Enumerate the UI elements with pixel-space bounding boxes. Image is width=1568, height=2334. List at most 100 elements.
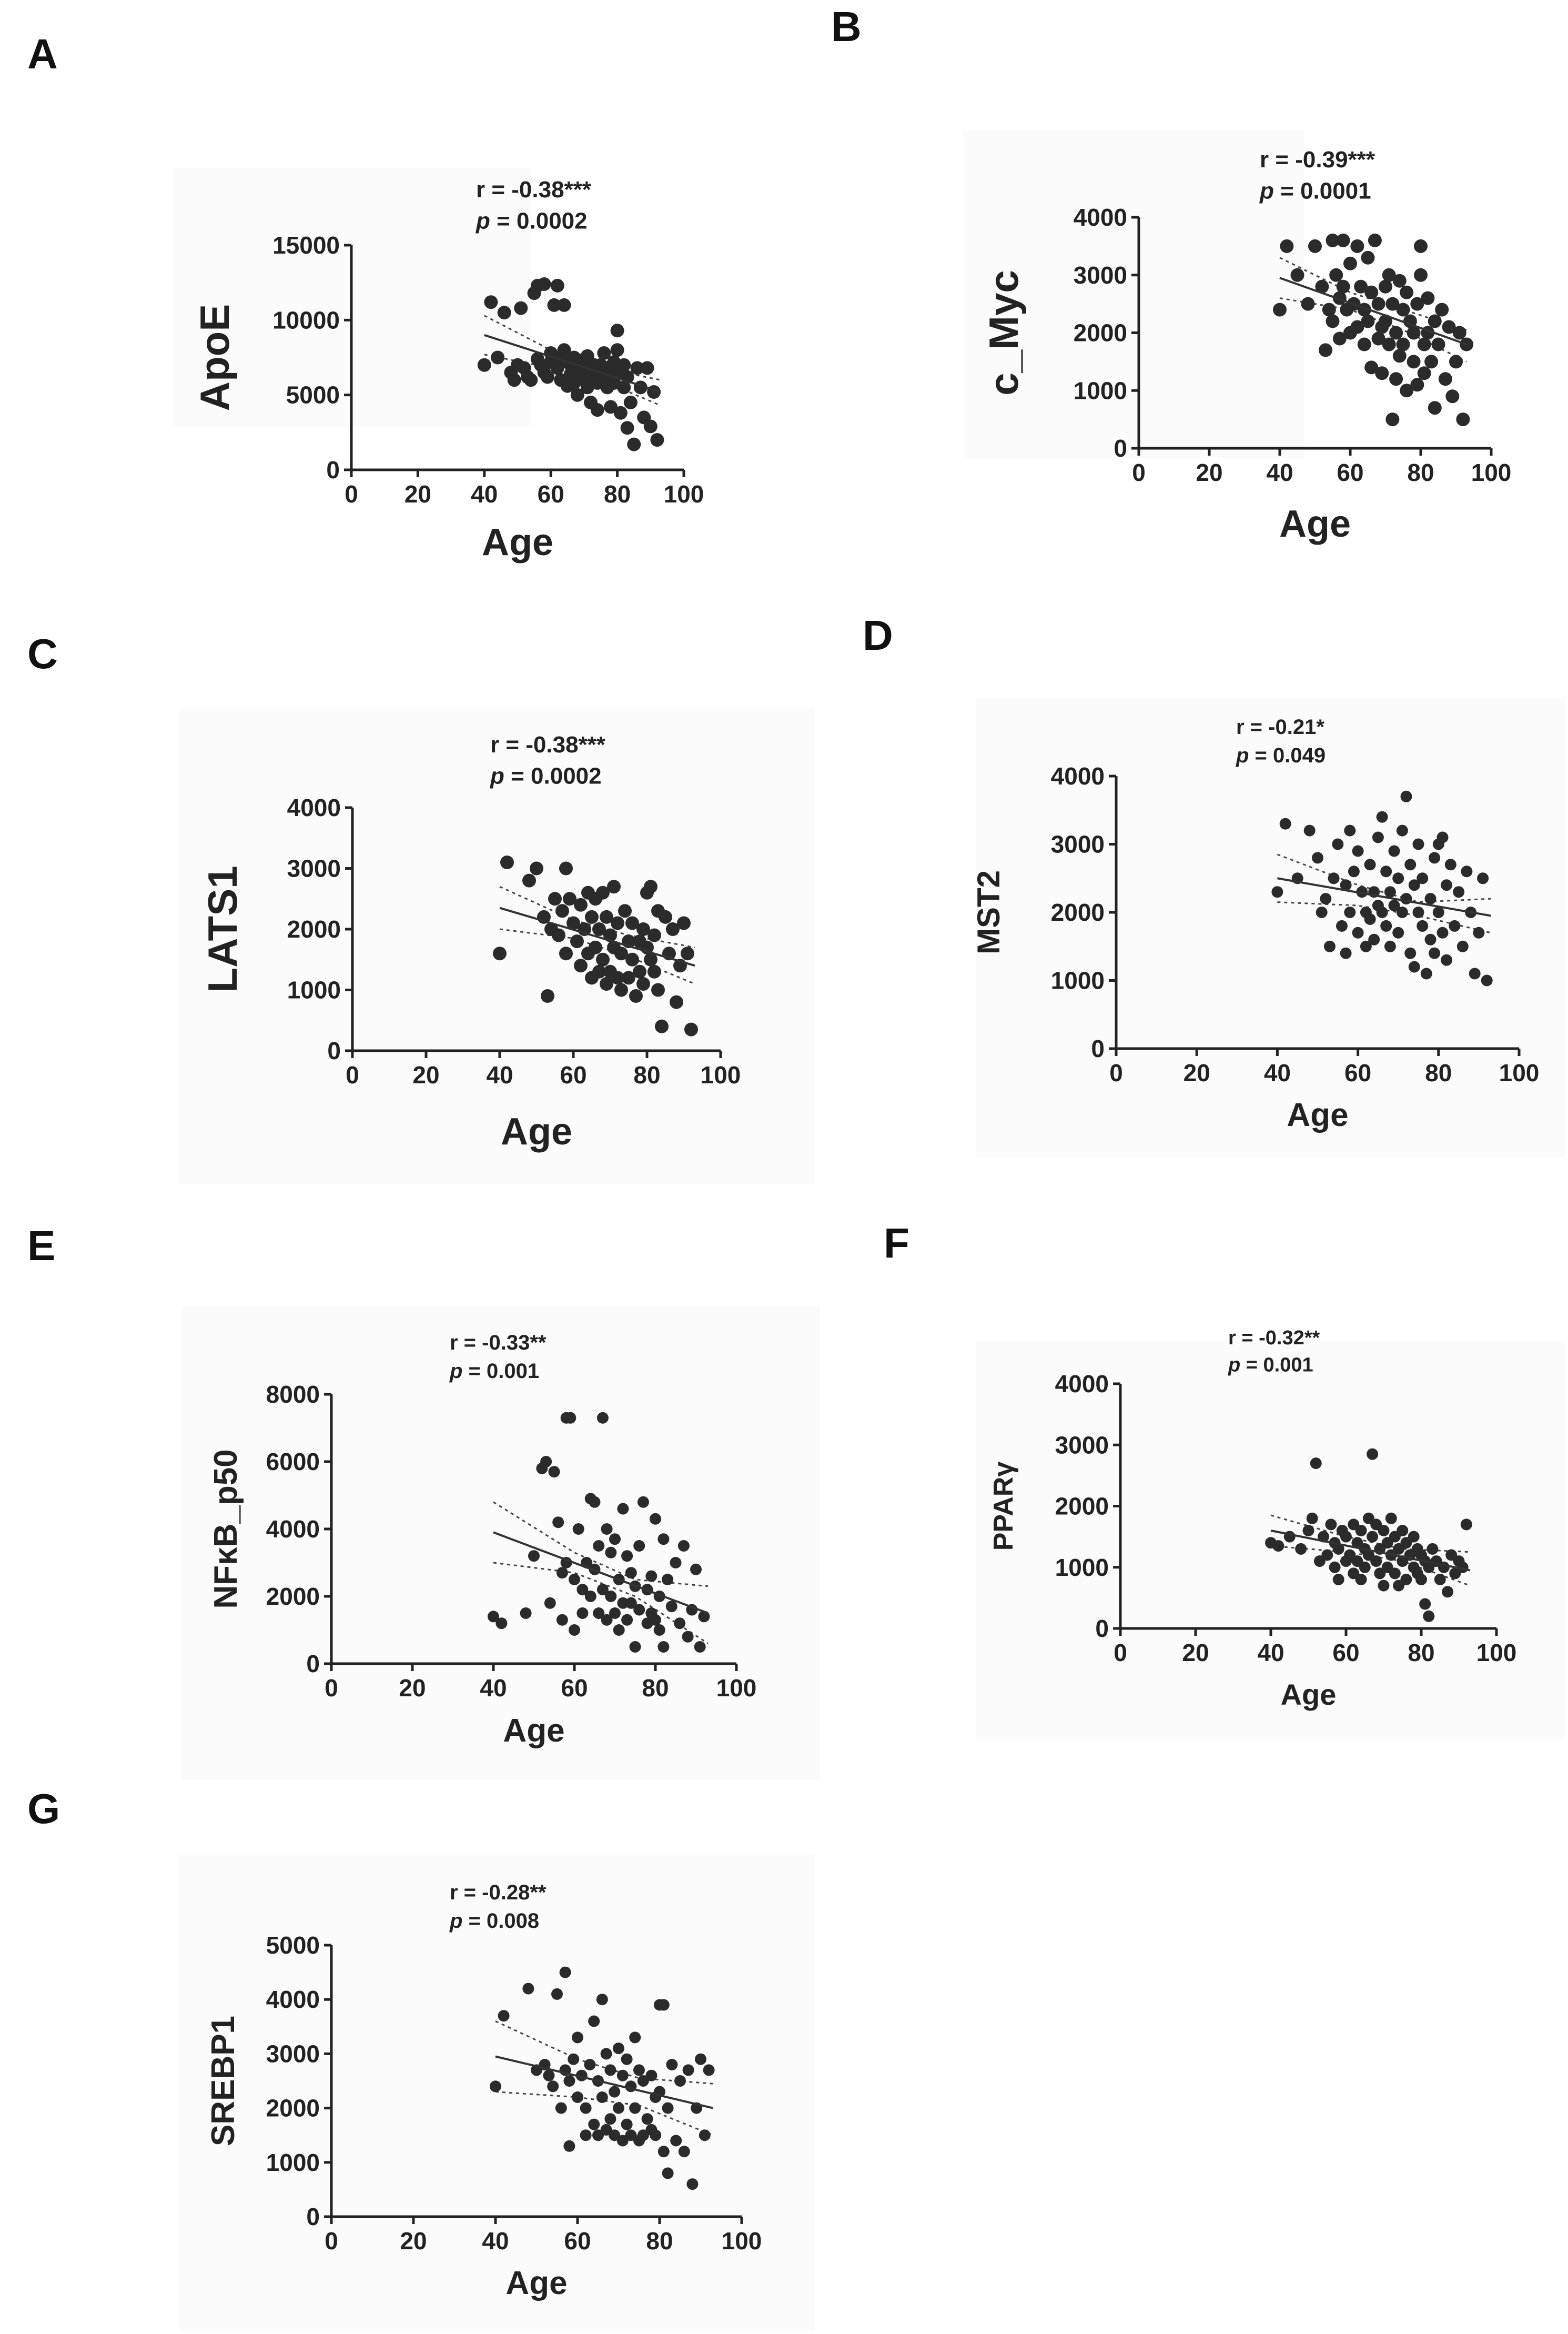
data-point	[1370, 1555, 1382, 1567]
data-point	[1397, 1525, 1409, 1536]
data-point	[1306, 1512, 1318, 1524]
data-point	[607, 880, 621, 894]
data-point	[1350, 320, 1364, 334]
data-point	[1332, 331, 1347, 346]
data-point	[1392, 927, 1404, 939]
data-point	[640, 361, 654, 375]
data-point	[604, 2113, 616, 2125]
y-axis-label: c_Myc	[980, 270, 1027, 396]
y-tick-label: 4000	[1055, 1370, 1109, 1397]
data-point	[1315, 279, 1329, 294]
data-point	[1344, 824, 1356, 837]
panel-background	[179, 1855, 815, 2331]
y-tick-label: 3000	[1055, 1431, 1109, 1458]
data-point	[633, 1604, 645, 1616]
x-tick-label: 100	[701, 1061, 741, 1089]
stat-p: p = 0.0002	[476, 208, 588, 234]
data-point	[1441, 879, 1453, 891]
data-point	[588, 2015, 600, 2027]
data-point	[490, 2080, 501, 2092]
data-point	[1361, 250, 1375, 265]
data-point	[585, 910, 599, 924]
data-point	[629, 989, 643, 1003]
panel-d: D 0 1000 2000 3000 4000 0 20 40 60 80 100 MST2 Age r =…	[863, 612, 1565, 1158]
data-point	[555, 904, 569, 918]
panel-letter: E	[27, 1222, 55, 1269]
data-point	[1295, 1543, 1307, 1555]
x-axis-label: Age	[501, 1111, 572, 1153]
data-point	[1354, 279, 1368, 294]
data-point	[1367, 1531, 1379, 1543]
data-point	[1378, 1525, 1390, 1536]
data-point	[1316, 907, 1328, 918]
stat-p-symbol: p	[1259, 178, 1274, 204]
data-point	[650, 1513, 661, 1525]
x-axis-label: Age	[1281, 1678, 1337, 1711]
data-point	[613, 2043, 624, 2055]
data-point	[1382, 268, 1396, 282]
data-point	[1420, 968, 1432, 980]
panel-e: E 0 2000 4000 6000 8000 0 20 40 60 80 100 NFκB_p50 Ag…	[27, 1222, 821, 1781]
data-point	[644, 880, 657, 894]
data-point	[616, 2135, 629, 2147]
data-point	[617, 380, 631, 395]
data-point	[1408, 879, 1420, 891]
data-point	[589, 1496, 601, 1508]
x-tick-label: 20	[1196, 459, 1222, 486]
data-point	[530, 861, 543, 876]
x-tick-label: 0	[1114, 1639, 1127, 1666]
data-point	[1424, 933, 1437, 945]
data-point	[1329, 268, 1343, 282]
data-point	[1375, 366, 1389, 380]
data-point	[569, 1624, 580, 1636]
stat-p-value: = 0.0002	[490, 208, 588, 234]
x-tick-label: 80	[1408, 1639, 1434, 1666]
panel-background	[181, 1305, 821, 1781]
data-point	[600, 2048, 612, 2060]
stat-p: p = 0.049	[1236, 744, 1326, 767]
data-point	[1396, 907, 1408, 918]
data-point	[1392, 349, 1407, 363]
data-point	[555, 2102, 567, 2114]
stat-r: r = -0.38***	[490, 732, 606, 758]
data-point	[1442, 1586, 1454, 1598]
panel-letter: G	[27, 1785, 60, 1832]
data-point	[1301, 297, 1315, 311]
data-point	[522, 1983, 534, 1995]
x-tick-label: 0	[345, 480, 358, 508]
data-point	[563, 892, 576, 906]
y-tick-label: 0	[327, 1037, 341, 1064]
data-point	[617, 358, 631, 372]
data-point	[1308, 239, 1322, 253]
data-point	[584, 1591, 596, 1602]
data-point	[1389, 372, 1403, 386]
data-point	[1385, 413, 1400, 427]
data-point	[1271, 886, 1283, 898]
data-point	[552, 1516, 564, 1528]
data-point	[596, 1994, 608, 2006]
data-point	[588, 2118, 600, 2130]
data-point	[616, 2069, 629, 2081]
data-point	[600, 910, 613, 924]
data-point	[576, 1607, 589, 1619]
stat-p-symbol: p	[490, 763, 504, 789]
data-point	[1417, 366, 1431, 380]
regression-line	[1279, 277, 1467, 346]
data-point	[621, 1614, 633, 1626]
data-point	[1404, 859, 1417, 871]
data-point	[609, 2129, 621, 2141]
data-point	[1477, 872, 1489, 884]
data-point	[547, 2080, 559, 2092]
data-point	[666, 922, 680, 936]
x-tick-label: 20	[1183, 1059, 1210, 1086]
data-point	[600, 2124, 612, 2136]
data-point	[1350, 239, 1364, 253]
x-tick-label: 100	[1471, 459, 1512, 486]
panel-letter: D	[863, 612, 893, 659]
data-point	[609, 1607, 621, 1619]
data-point	[1392, 872, 1404, 884]
data-point	[1359, 1561, 1371, 1573]
data-point	[495, 1617, 508, 1629]
data-point	[617, 1597, 629, 1609]
data-point	[493, 947, 507, 961]
